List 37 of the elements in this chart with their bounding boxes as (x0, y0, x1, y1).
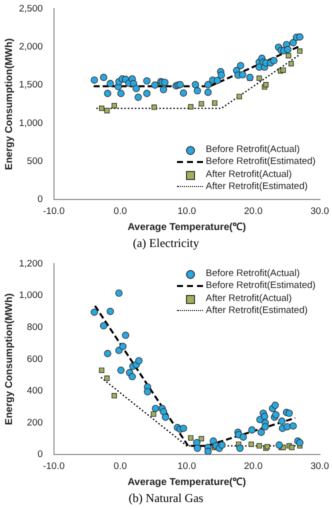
x-tick-label: 0.0 (114, 206, 127, 217)
y-tick-label: 1,200 (18, 258, 43, 270)
y-tick-label: 1,000 (18, 118, 43, 129)
x-axis-title: Average Temperature(℃) (128, 476, 246, 488)
text: (a) Electricity (132, 236, 200, 251)
legend-label: Before Retrofit(Estimated) (206, 280, 316, 293)
text: (b) Natural Gas (128, 491, 204, 506)
y-tick-label: 200 (26, 417, 43, 428)
x-tick-label: 30.0 (310, 460, 330, 472)
y-axis-title: Energy Consumption(MWh) (4, 38, 15, 170)
legend-label: After Retrofit(Actual) (206, 292, 292, 306)
x-tick-label: 10.0 (178, 206, 196, 217)
y-tick-label: 2,000 (18, 42, 43, 53)
x-axis-title: Average Temperature(℃) (128, 222, 246, 233)
x-tick-label: -10.0 (42, 206, 65, 217)
x-tick-label: 30.0 (310, 206, 330, 217)
x-tick-label: -10.0 (42, 460, 65, 472)
legend-label: Before Retrofit(Actual) (206, 268, 300, 280)
y-tick-label: 2,500 (18, 3, 43, 14)
x-tick-label: 20.0 (244, 206, 263, 217)
y-tick-label: 1,000 (18, 290, 43, 302)
y-axis-title: Energy Consumption(MWh) (4, 293, 15, 425)
x-tick-label: 20.0 (244, 460, 263, 472)
legend-label: Before Retrofit(Actual) (206, 144, 300, 156)
x-tick-label: 10.0 (178, 460, 196, 472)
y-tick-label: 800 (26, 322, 43, 333)
legend-label: After Retrofit(Estimated) (206, 181, 308, 194)
legend-label: Before Retrofit(Estimated) (206, 156, 316, 169)
x-tick-label: 0.0 (114, 460, 127, 472)
y-tick-label: 0 (37, 194, 43, 206)
legend-label: After Retrofit(Estimated) (206, 305, 308, 318)
y-tick-label: 500 (26, 156, 43, 168)
y-tick-label: 0 (37, 449, 43, 460)
y-tick-label: 600 (26, 354, 43, 365)
legend-label: After Retrofit(Actual) (206, 168, 292, 182)
y-tick-label: 1,500 (18, 80, 43, 91)
y-tick-label: 400 (26, 386, 43, 397)
